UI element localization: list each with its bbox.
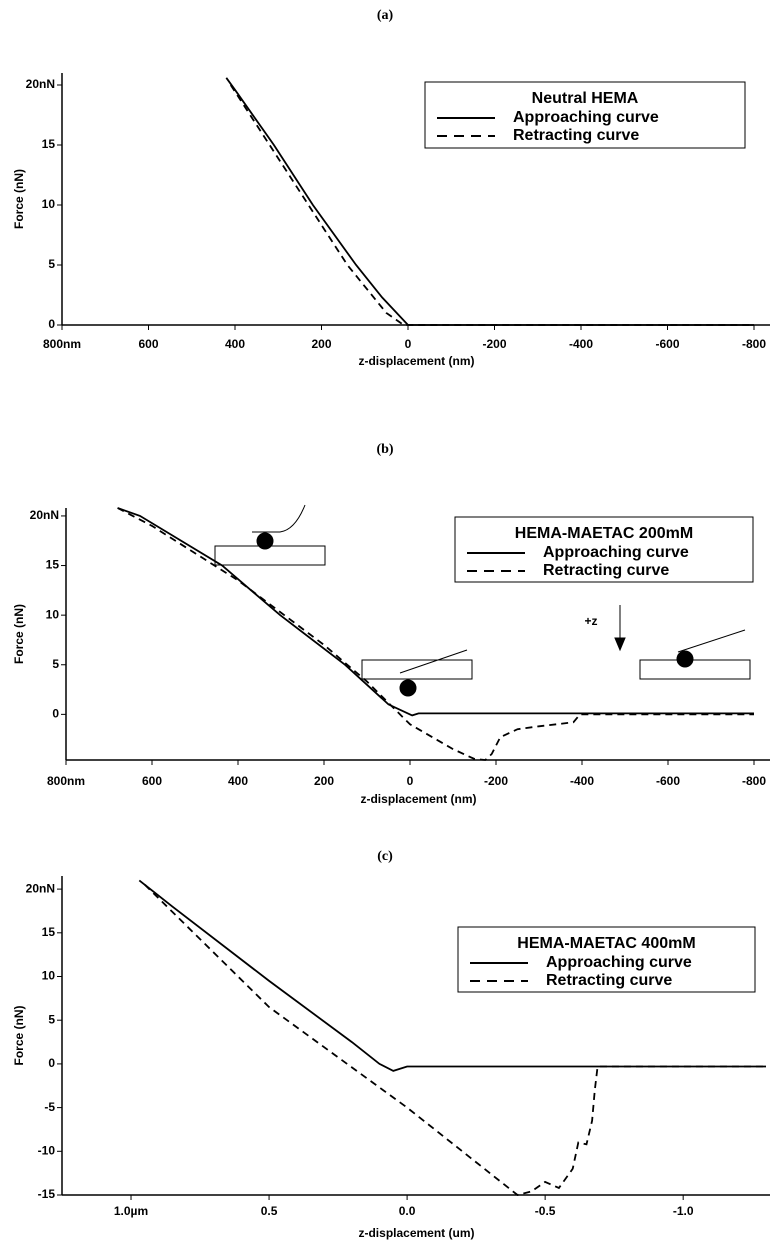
panel-title: (c)	[377, 849, 393, 864]
x-tick-label: 600	[142, 774, 162, 788]
tip	[256, 532, 274, 550]
x-axis-label: z-displacement (um)	[358, 1226, 474, 1240]
surface	[639, 659, 751, 680]
tip	[676, 650, 694, 668]
y-tick-label: 20nN	[30, 508, 59, 522]
legend-title: HEMA-MAETAC 400mM	[517, 935, 695, 952]
panel-title: (b)	[376, 442, 393, 457]
x-tick-label: -1.0	[673, 1204, 694, 1218]
x-tick-label: 800nm	[43, 337, 81, 351]
cantilever	[677, 629, 746, 653]
x-tick-label: -800	[742, 337, 766, 351]
data-line	[144, 884, 766, 1196]
y-tick-label: 0	[48, 317, 55, 331]
data-line	[117, 507, 754, 717]
x-tick-label: 800nm	[47, 774, 85, 788]
surface	[214, 545, 326, 566]
data-line	[225, 77, 754, 326]
data-line	[117, 507, 754, 761]
x-tick-label: -600	[656, 774, 680, 788]
schematic	[214, 504, 751, 697]
data-line	[138, 879, 766, 1072]
legend-label: Approaching curve	[513, 109, 659, 126]
y-tick-label: 0	[48, 1056, 55, 1070]
y-tick-label: -5	[44, 1100, 55, 1114]
y-tick-label: 10	[42, 969, 56, 983]
x-tick-label: -800	[742, 774, 766, 788]
legend-title: Neutral HEMA	[532, 90, 639, 107]
panel-title: (a)	[377, 8, 394, 23]
x-axis-label: z-displacement (nm)	[360, 792, 476, 806]
x-tick-label: -200	[484, 774, 508, 788]
y-tick-label: -10	[38, 1143, 56, 1157]
legend-label: Approaching curve	[543, 544, 689, 561]
tip	[399, 679, 417, 697]
x-tick-label: 200	[314, 774, 334, 788]
x-tick-label: 0	[407, 774, 414, 788]
x-tick-label: 400	[228, 774, 248, 788]
x-tick-label: -400	[570, 774, 594, 788]
x-tick-label: 0.0	[399, 1204, 416, 1218]
legend-label: Retracting curve	[513, 127, 639, 144]
x-tick-label: 0	[405, 337, 412, 351]
x-tick-label: -600	[655, 337, 679, 351]
y-tick-label: 15	[42, 925, 56, 939]
x-tick-label: 600	[138, 337, 158, 351]
cantilever	[399, 649, 468, 674]
y-tick-label: 10	[42, 197, 56, 211]
y-tick-label: 5	[48, 257, 55, 271]
annotation: +z	[584, 614, 597, 628]
cantilever	[252, 504, 306, 533]
x-tick-label: 1.0µm	[114, 1204, 148, 1218]
x-tick-label: 0.5	[261, 1204, 278, 1218]
legend-label: Approaching curve	[546, 954, 692, 971]
y-tick-label: 15	[42, 137, 56, 151]
y-tick-label: 10	[46, 607, 60, 621]
x-tick-label: -0.5	[535, 1204, 556, 1218]
y-axis-label: Force (nN)	[12, 604, 26, 664]
x-tick-label: -400	[569, 337, 593, 351]
legend-label: Retracting curve	[546, 972, 672, 989]
arrow-head	[614, 637, 626, 652]
y-tick-label: -15	[38, 1187, 56, 1201]
y-tick-label: 5	[52, 657, 59, 671]
y-tick-label: 20nN	[26, 77, 55, 91]
y-tick-label: 20nN	[26, 881, 55, 895]
y-tick-label: 0	[52, 707, 59, 721]
x-axis-label: z-displacement (nm)	[358, 354, 474, 368]
y-tick-label: 5	[48, 1012, 55, 1026]
legend-title: HEMA-MAETAC 200mM	[515, 525, 693, 542]
y-axis-label: Force (nN)	[12, 1005, 26, 1065]
y-axis-label: Force (nN)	[12, 169, 26, 229]
legend-label: Retracting curve	[543, 562, 669, 579]
x-tick-label: 400	[225, 337, 245, 351]
x-tick-label: -200	[482, 337, 506, 351]
surface	[361, 659, 473, 680]
y-tick-label: 15	[46, 558, 60, 572]
x-tick-label: 200	[311, 337, 331, 351]
